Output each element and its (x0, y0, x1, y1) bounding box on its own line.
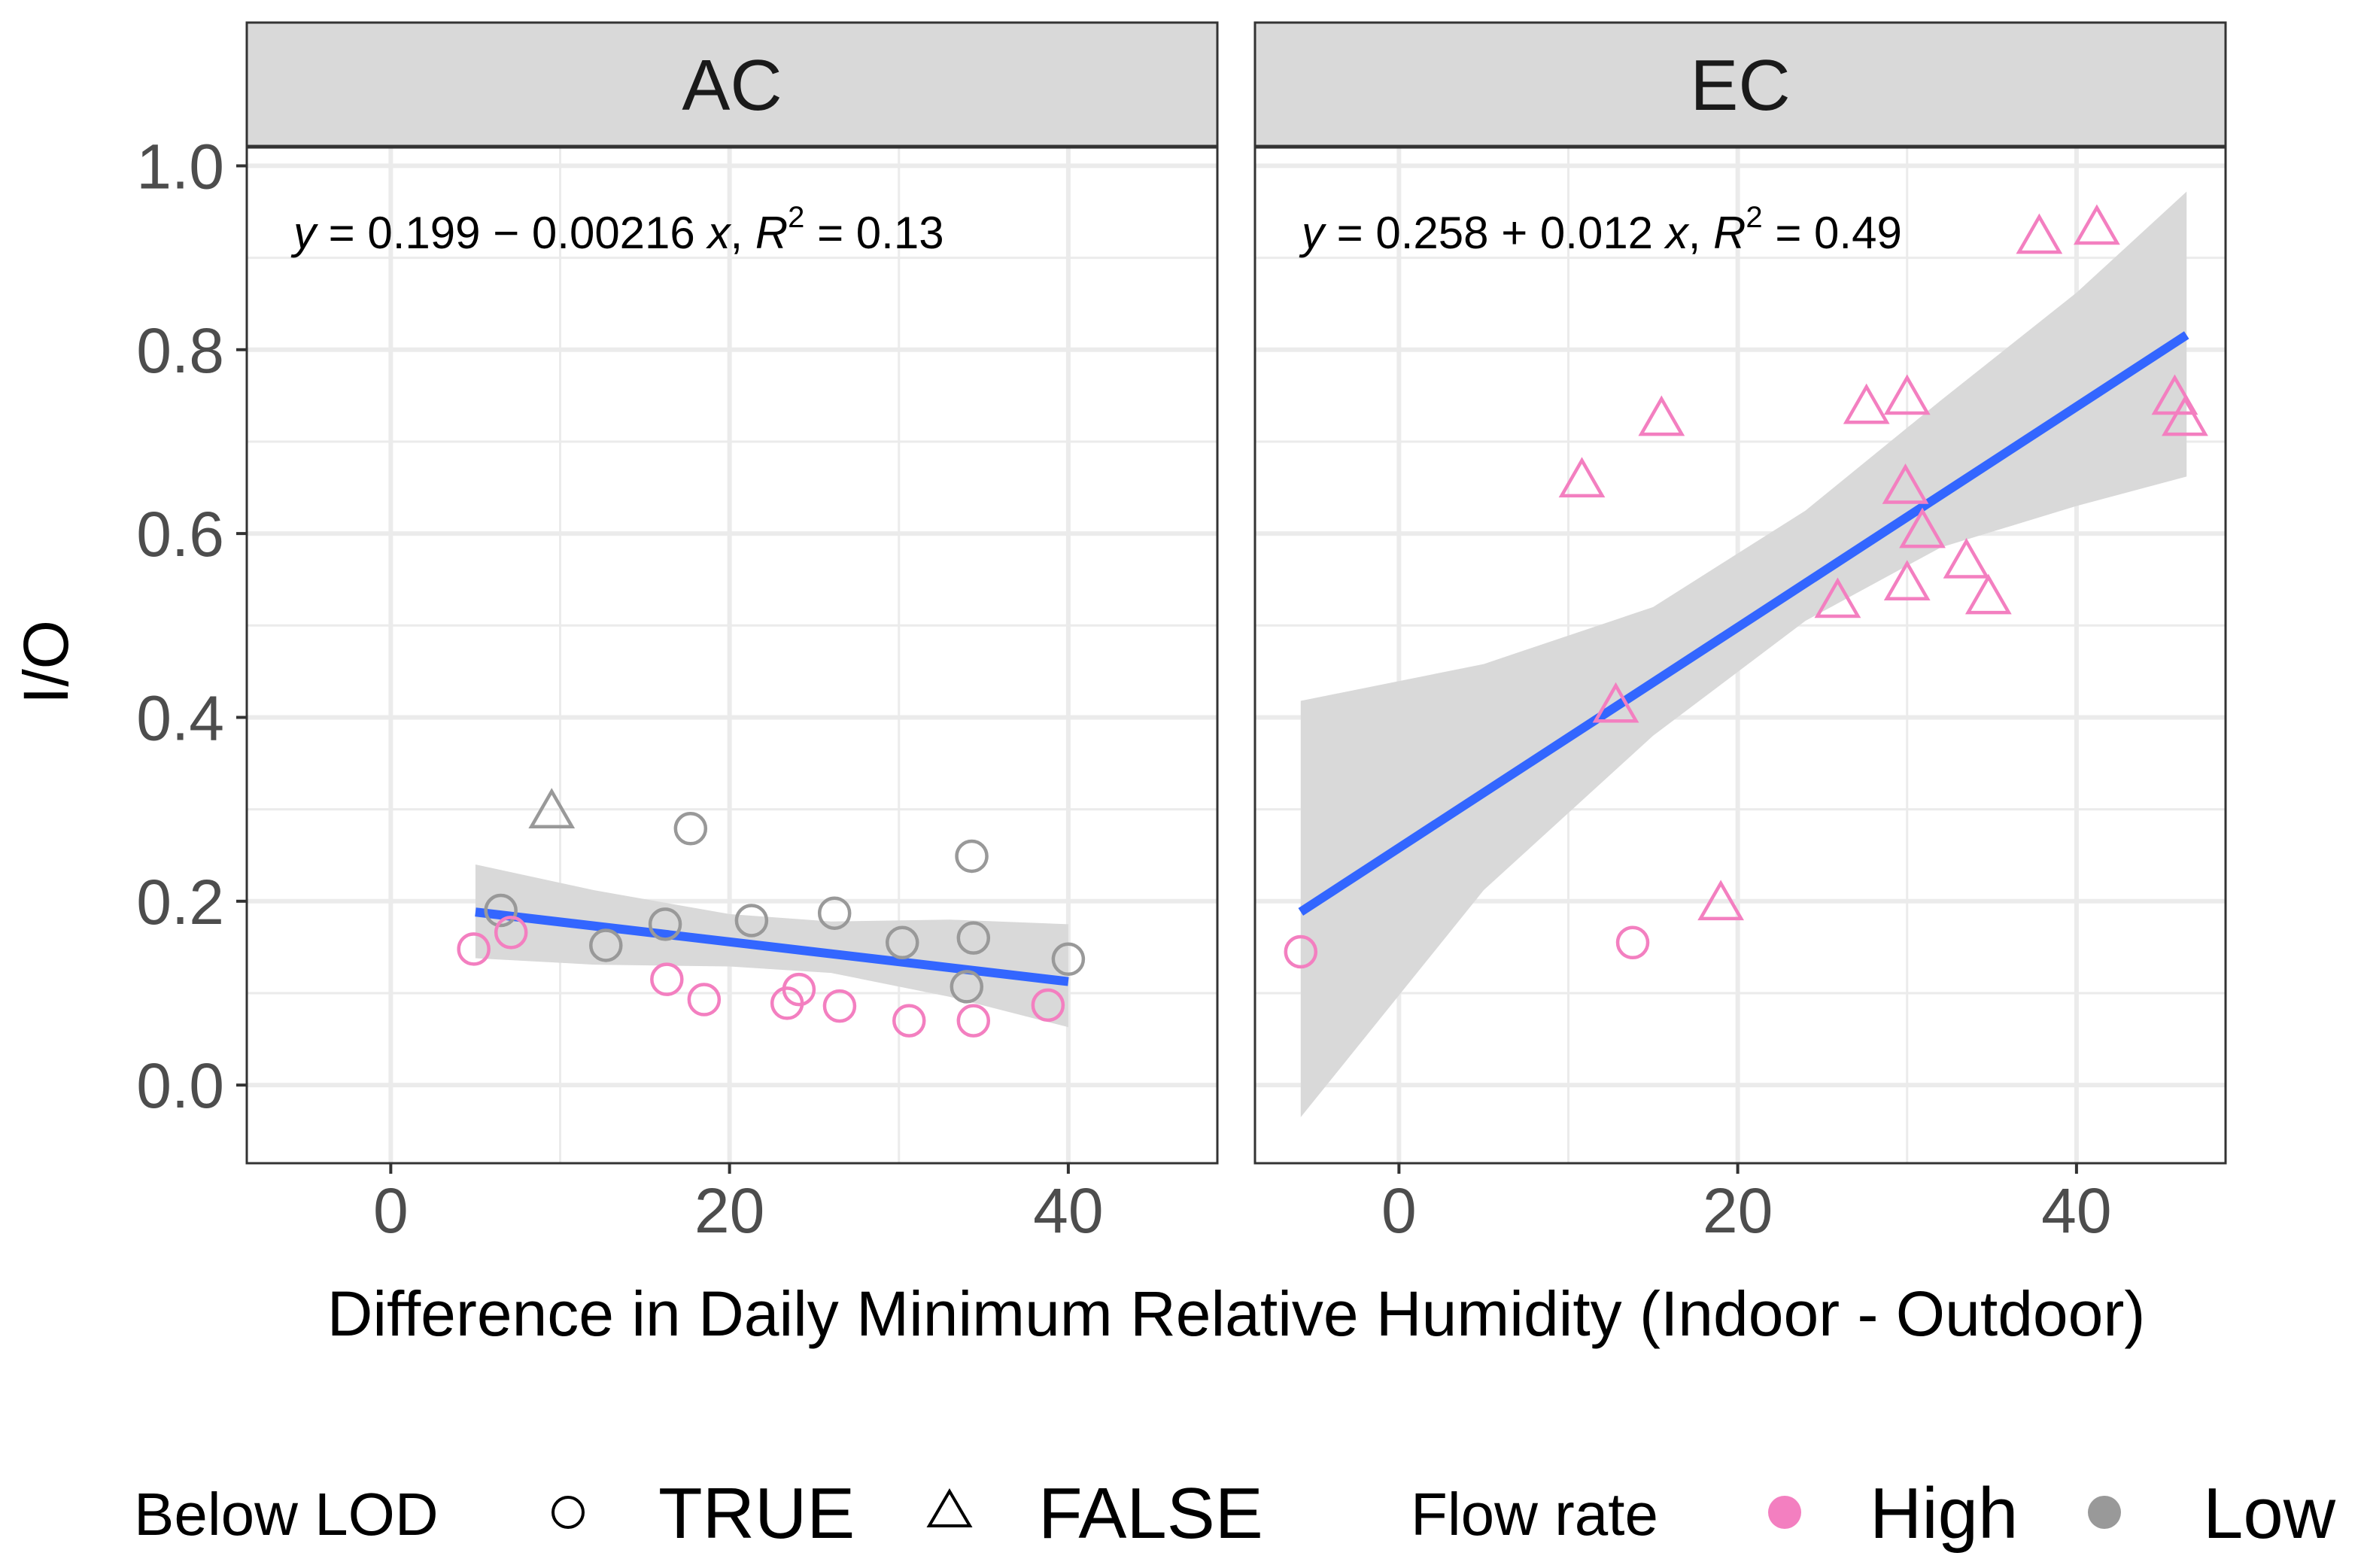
legend-triangle-icon (926, 1488, 973, 1527)
data-point-triangle (1558, 457, 1606, 498)
x-tick-label: 20 (1703, 1175, 1773, 1246)
data-point-circle (782, 972, 816, 1007)
data-point-triangle (1943, 537, 1990, 579)
data-point-circle (687, 983, 722, 1016)
data-point-circle (589, 928, 623, 962)
facet-ec-panel-border (1253, 146, 2227, 1165)
data-point-triangle (2016, 213, 2063, 254)
x-tick-label: 40 (2041, 1175, 2111, 1246)
data-point-circle (892, 1004, 926, 1038)
facet-ec-fit-line (1298, 331, 2189, 916)
data-point-circle (457, 932, 491, 966)
data-point-triangle (1697, 880, 1744, 921)
legend-shape-title: Below LOD (134, 1481, 439, 1548)
data-point-circle (955, 839, 989, 874)
data-point-triangle (1883, 560, 1931, 601)
x-tick-label: 20 (694, 1175, 764, 1246)
facet-ac-strip (245, 21, 1219, 147)
legend-circle-icon (551, 1496, 585, 1529)
data-point-triangle (528, 788, 576, 828)
data-point-triangle (2162, 395, 2208, 436)
data-point-triangle (1638, 395, 1685, 436)
facet-ec-strip (1253, 21, 2227, 147)
legend: Below LOD TRUE FALSE Flow rate High Low (134, 1473, 2336, 1554)
data-point-circle (950, 970, 984, 1004)
regression-line (475, 907, 1069, 986)
facet-ac: AC y = 0.199 − 0.00216 x, R2 = 0.13 0 20 4… (245, 21, 1219, 1246)
y-tick-label: 0.4 (136, 682, 224, 753)
facet-ec-ci-band (1300, 191, 2187, 1117)
data-point-triangle (2151, 374, 2198, 415)
data-point-triangle (1964, 573, 2012, 615)
data-point-triangle (1882, 463, 1929, 504)
y-tick-label: 0.0 (136, 1050, 224, 1121)
facet-ac-label: AC (682, 45, 782, 126)
legend-color-low-label: Low (2203, 1473, 2336, 1554)
y-axis: 0.0 0.2 0.4 0.6 0.8 1.0 (136, 131, 247, 1121)
facet-ac-panel-border (245, 146, 1219, 1165)
data-point-triangle (2074, 204, 2120, 245)
y-tick-label: 0.8 (136, 315, 224, 386)
x-tick-label: 40 (1033, 1175, 1103, 1246)
data-point-circle (886, 925, 919, 960)
data-point-circle (1051, 942, 1086, 977)
y-tick-label: 0.6 (136, 499, 224, 570)
facet-ac-equation: y = 0.199 − 0.00216 x, R2 = 0.13 (290, 201, 944, 258)
data-point-circle (956, 1004, 991, 1038)
data-point-circle (956, 921, 991, 955)
facet-ec-label: EC (1690, 45, 1790, 126)
y-tick-label: 1.0 (136, 131, 224, 202)
legend-shape-true-label: TRUE (658, 1473, 855, 1554)
data-point-triangle (1592, 682, 1639, 723)
data-point-circle (822, 989, 857, 1023)
data-point-circle (734, 904, 769, 937)
regression-line (1298, 331, 2189, 916)
facet-ec-points (1284, 204, 2208, 969)
data-point-circle (484, 893, 518, 928)
legend-color-high-label: High (1870, 1473, 2018, 1554)
legend-low-swatch (2088, 1496, 2121, 1529)
facet-ec-x-axis: 0 20 40 (1381, 1163, 2112, 1246)
ci-band-area (1300, 191, 2187, 1117)
y-axis-title: I/O (11, 620, 81, 704)
data-point-triangle (1814, 577, 1861, 618)
y-tick-label: 0.2 (136, 867, 224, 937)
data-point-circle (1031, 988, 1065, 1023)
x-tick-label: 0 (1381, 1175, 1417, 1246)
data-point-circle (1284, 934, 1318, 969)
facet-ac-x-axis: 0 20 40 (373, 1163, 1104, 1246)
facet-ec-equation: y = 0.258 + 0.012 x, R2 = 0.49 (1299, 201, 1902, 258)
facet-ac-points (457, 788, 1086, 1038)
data-point-circle (650, 962, 684, 996)
data-point-circle (494, 916, 528, 950)
x-axis-title: Difference in Daily Minimum Relative Hum… (327, 1278, 2146, 1349)
facet-ec: EC y = 0.258 + 0.012 x, R2 = 0.49 0 20 40 (1253, 21, 2227, 1246)
legend-color-title: Flow rate (1411, 1481, 1658, 1548)
facet-ac-fit-line (475, 907, 1069, 986)
x-tick-label: 0 (373, 1175, 409, 1246)
data-point-circle (673, 812, 708, 846)
data-point-circle (1615, 925, 1650, 960)
legend-shape-false-label: FALSE (1038, 1473, 1263, 1554)
data-point-triangle (1843, 383, 1890, 424)
data-point-circle (817, 896, 852, 930)
legend-high-swatch (1768, 1496, 1801, 1529)
data-point-triangle (1899, 507, 1946, 548)
data-point-triangle (1883, 374, 1931, 415)
data-point-circle (648, 907, 682, 941)
